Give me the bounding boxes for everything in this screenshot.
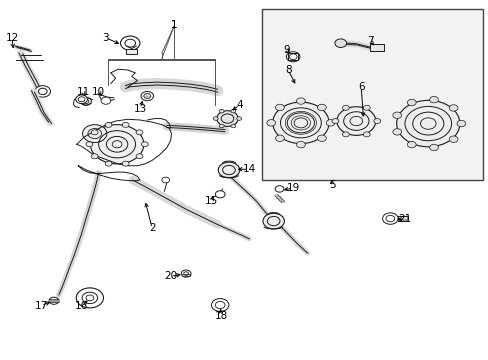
Text: 2: 2 <box>148 223 155 233</box>
Text: 4: 4 <box>236 100 243 110</box>
Text: 17: 17 <box>35 301 48 311</box>
Circle shape <box>35 86 50 97</box>
Circle shape <box>363 105 369 110</box>
Text: 19: 19 <box>286 183 299 193</box>
Circle shape <box>162 177 169 183</box>
Circle shape <box>363 132 369 137</box>
Circle shape <box>136 130 142 135</box>
Text: 12: 12 <box>5 33 19 43</box>
Circle shape <box>230 124 235 128</box>
Circle shape <box>91 130 98 135</box>
Circle shape <box>429 96 438 103</box>
Text: 20: 20 <box>163 271 177 282</box>
Circle shape <box>141 91 153 101</box>
Bar <box>261 9 482 180</box>
Text: 1: 1 <box>170 19 177 30</box>
Circle shape <box>448 105 457 111</box>
Text: 9: 9 <box>283 45 289 55</box>
Circle shape <box>105 161 112 166</box>
Circle shape <box>122 122 129 127</box>
Circle shape <box>275 135 284 141</box>
Circle shape <box>219 109 224 113</box>
Circle shape <box>392 112 401 118</box>
Circle shape <box>76 95 87 104</box>
Circle shape <box>334 39 346 48</box>
Circle shape <box>275 104 284 111</box>
Circle shape <box>266 120 275 126</box>
Circle shape <box>396 100 459 147</box>
Circle shape <box>219 124 224 128</box>
Circle shape <box>373 118 380 123</box>
Circle shape <box>230 109 235 113</box>
Circle shape <box>392 129 401 135</box>
Circle shape <box>120 36 140 50</box>
Text: 5: 5 <box>328 180 335 190</box>
Text: 21: 21 <box>398 214 411 224</box>
Circle shape <box>82 125 107 143</box>
Bar <box>397 216 407 221</box>
Text: 18: 18 <box>214 311 227 321</box>
Circle shape <box>407 99 415 106</box>
Circle shape <box>456 120 465 127</box>
Circle shape <box>336 107 375 135</box>
Circle shape <box>317 104 325 111</box>
Circle shape <box>86 142 93 147</box>
Circle shape <box>101 97 111 104</box>
Circle shape <box>263 213 284 229</box>
Circle shape <box>317 135 325 141</box>
Circle shape <box>136 154 142 159</box>
Circle shape <box>76 288 103 308</box>
Circle shape <box>275 186 284 192</box>
Text: 14: 14 <box>242 164 255 174</box>
Circle shape <box>141 142 148 147</box>
Text: 1: 1 <box>170 19 177 30</box>
Text: 16: 16 <box>75 301 88 311</box>
Circle shape <box>236 117 241 120</box>
Circle shape <box>181 270 191 277</box>
Circle shape <box>331 118 338 123</box>
Circle shape <box>429 144 438 151</box>
Circle shape <box>448 136 457 143</box>
Circle shape <box>342 132 348 137</box>
Circle shape <box>91 154 98 159</box>
Circle shape <box>216 111 238 126</box>
Text: 8: 8 <box>285 65 291 75</box>
Text: 10: 10 <box>92 87 105 97</box>
Circle shape <box>81 98 91 105</box>
Circle shape <box>296 98 305 104</box>
Circle shape <box>272 102 328 144</box>
Circle shape <box>382 213 397 224</box>
Circle shape <box>342 105 348 110</box>
Text: 3: 3 <box>102 33 109 43</box>
Text: 15: 15 <box>204 196 218 206</box>
Circle shape <box>296 141 305 148</box>
Text: 11: 11 <box>76 87 89 97</box>
Circle shape <box>325 120 334 126</box>
Circle shape <box>49 297 59 304</box>
Circle shape <box>90 125 143 164</box>
Circle shape <box>122 161 129 166</box>
Bar <box>126 49 137 54</box>
Circle shape <box>286 52 299 62</box>
Text: 13: 13 <box>133 104 146 113</box>
Bar <box>369 44 383 51</box>
Text: 7: 7 <box>367 36 373 46</box>
Circle shape <box>105 122 112 127</box>
Text: 6: 6 <box>357 82 364 92</box>
Circle shape <box>407 141 415 148</box>
Circle shape <box>215 191 224 198</box>
Circle shape <box>213 117 218 120</box>
Circle shape <box>211 298 228 311</box>
Circle shape <box>218 162 239 178</box>
